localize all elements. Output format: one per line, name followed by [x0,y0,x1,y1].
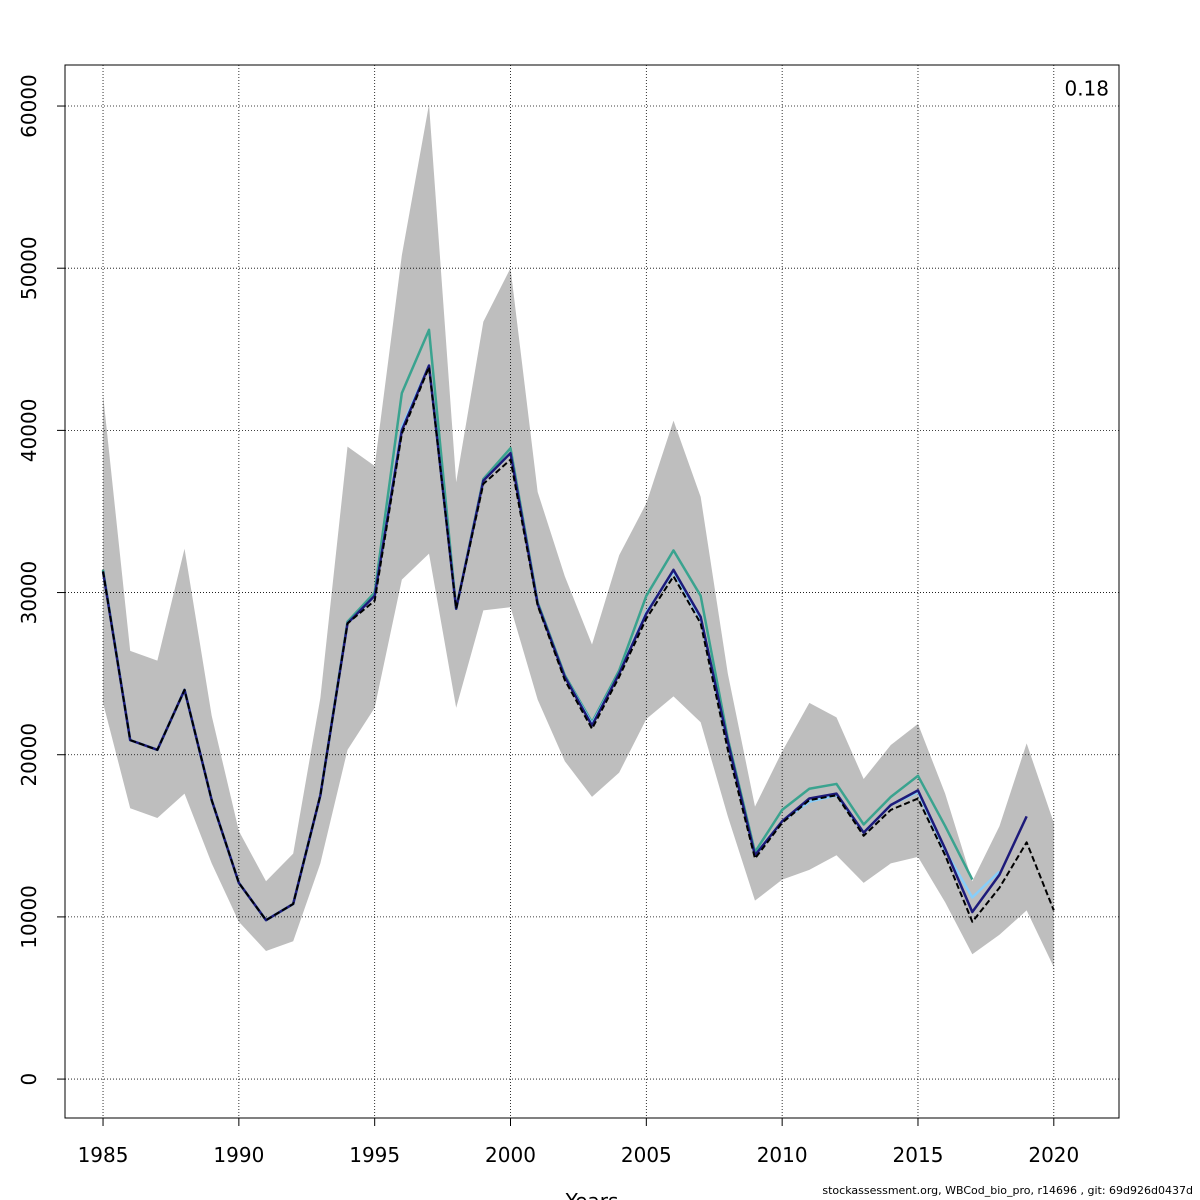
x-tick-label: 2010 [757,1143,808,1167]
y-tick-label: 10000 [17,885,41,949]
x-tick-label: 1995 [349,1143,400,1167]
footer: stockassessment.org, WBCod_bio_pro, r146… [822,1184,1193,1197]
y-tick-label: 60000 [17,74,41,138]
annotation: 0.18 [1064,77,1109,101]
x-tick-label: 1990 [213,1143,264,1167]
x-tick-label: 1985 [78,1143,129,1167]
y-tick-label: 50000 [17,236,41,300]
y-tick-label: 30000 [17,561,41,625]
y-tick-label: 0 [17,1073,41,1086]
confidence-band [103,104,1054,968]
plot-frame [64,64,1120,1119]
series-line [102,366,1055,923]
x-tick-label: 2020 [1028,1143,1079,1167]
y-tick-label: 40000 [17,399,41,463]
x-axis-label: Years [565,1189,619,1200]
x-tick-label: 2015 [893,1143,944,1167]
x-tick-label: 2005 [621,1143,672,1167]
y-tick-label: 20000 [17,723,41,787]
x-tick-label: 2000 [485,1143,536,1167]
